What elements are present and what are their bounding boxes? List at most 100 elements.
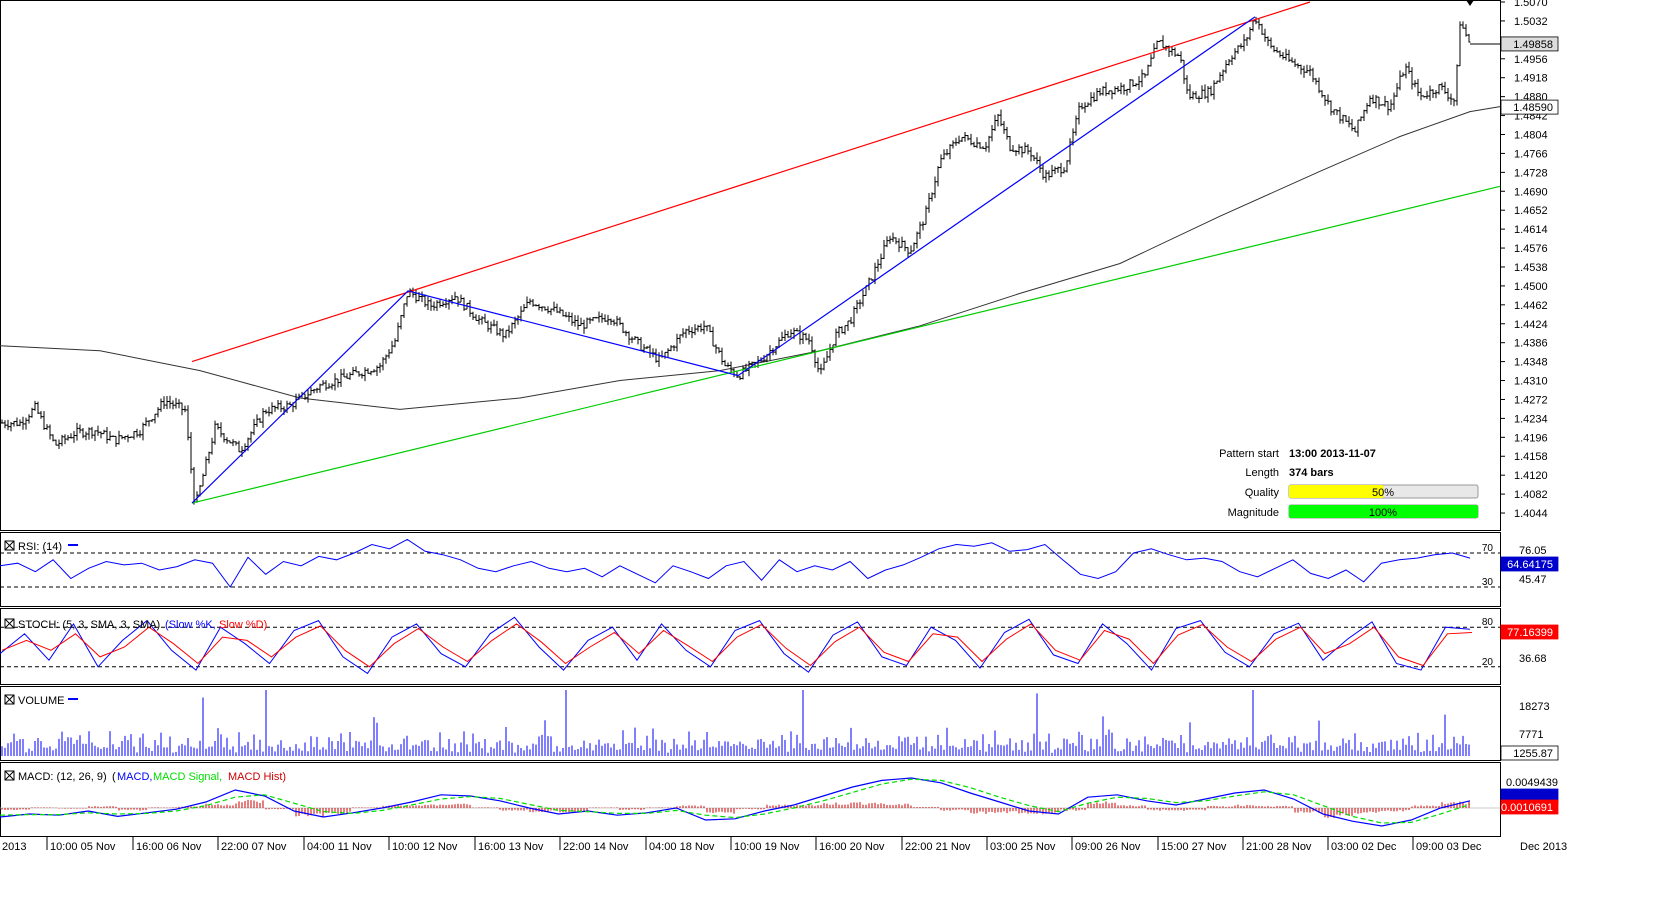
price-tick-label: 1.4690 [1514,186,1548,198]
rsi-tick: 76.05 [1519,545,1547,557]
info-label: Length [1245,467,1279,479]
price-tag-0-box [1500,36,1559,52]
price-tick-label: 1.4348 [1514,357,1548,369]
stoch-level-label: 80 [1482,617,1494,628]
time-tick-label: 04:00 11 Nov [307,841,372,853]
rsi-line [0,538,1471,588]
price-tick-label: 1.4272 [1514,394,1548,406]
stoch-line-1 [1,623,1473,668]
panel-close-icon-x2 [4,618,15,629]
info-label: Quality [1245,487,1280,499]
stoch-line-0 [0,616,1471,675]
macd-legend-macd: MACD, [117,771,152,783]
price-tag-0: 1.49858 [1513,39,1553,51]
rsi-level-label: 70 [1482,543,1494,554]
time-tick-label: 04:00 18 Nov [649,841,715,853]
panel-title: STOCH: (5, 3, SMA, 3, SMA) [18,619,160,631]
time-tick-label: 21:00 28 Nov [1246,841,1312,853]
stoch-layer: 80 20 36.68 77.16399 STOCH: (5, 3, SMA, 3, S… [0,616,1559,675]
time-tick-label: 22:00 07 Nov [221,841,287,853]
price-tick-label: 1.4576 [1514,243,1548,255]
info-value: 374 bars [1289,467,1334,479]
trendline-1 [191,185,1501,504]
price-tick-label: 1.4196 [1514,432,1548,444]
price-tag-1: 1.48590 [1513,102,1553,114]
time-tick-label: 09:00 03 Dec [1416,841,1482,853]
stoch-legend-k: (Slow %K, [165,619,216,631]
price-tag-1-box [1500,99,1559,115]
macd-line-0 [0,777,1471,827]
time-tick-label: 15:00 27 Nov [1161,841,1227,853]
price-tick-label: 1.4538 [1514,262,1548,274]
price-tick-label: 1.4766 [1514,148,1548,160]
price-tick-label: 1.4500 [1514,281,1548,293]
trendline-0 [191,1,1311,363]
stoch-value-tag-box [1500,624,1559,640]
stoch-legend-d: Slow %D) [219,619,267,631]
volume-tick: 7771 [1519,729,1543,741]
price-tick-label: 1.4158 [1514,451,1548,463]
stoch-tick: 36.68 [1519,653,1547,665]
time-tick-label: Dec 2013 [1520,841,1567,853]
macd-legend-signal: MACD Signal, [153,771,222,783]
rsi-value-tag-box [1500,556,1559,572]
top-marker-icon [1466,0,1474,6]
info-label: Magnitude [1228,507,1279,519]
price-tick-label: 1.4424 [1514,319,1548,331]
rsi-tick: 45.47 [1519,574,1547,586]
time-tick-label: 16:00 06 Nov [136,841,202,853]
info-value: 13:00 2013-11-07 [1289,448,1376,460]
volume-value-tag-box [1500,745,1559,761]
time-tick-label: 22:00 14 Nov [563,841,629,853]
info-bar-fill [1289,485,1384,498]
macd-legend-hist: MACD Hist) [228,771,286,783]
volume-panel [0,686,1501,761]
price-tick-label: 1.4234 [1514,413,1548,425]
info-bar-fill [1289,505,1478,518]
price-tick-label: 1.5032 [1514,16,1548,28]
info-bar-value: 100% [1369,507,1397,519]
time-tick-label: 10:00 12 Nov [392,841,458,853]
panel-close-icon-x2 [4,694,15,705]
time-tick-label: 16:00 13 Nov [478,841,544,853]
price-tick-label: 1.4652 [1514,205,1548,217]
time-tick-label: 10:00 05 Nov [50,841,116,853]
info-label: Pattern start [1219,448,1279,460]
time-tick-label: 16:00 20 Nov [819,841,885,853]
rsi-panel [0,532,1501,607]
time-axis: 2013 10:00 05 Nov 16:00 06 Nov 22:00 07 Nov… [2,837,1567,853]
stoch-panel [0,608,1501,685]
time-tick-label: 2013 [2,841,26,853]
info-bar-value: 50% [1372,487,1394,499]
macd-value-tag: 0.0010691 [1501,802,1553,814]
time-tick-label: 22:00 21 Nov [905,841,971,853]
price-tick-label: 1.4044 [1514,508,1548,520]
macd-panel [0,762,1501,837]
stoch-value-tag: 77.16399 [1507,627,1553,639]
price-tick-label: 1.4804 [1514,129,1548,141]
price-tick-label: 1.4728 [1514,167,1548,179]
macd-line-1 [0,778,1471,824]
macd-tick: 0.0049439 [1506,777,1558,789]
macd-legend-open: ( [112,771,116,783]
price-layer [0,0,1501,505]
panel-close-icon-x2 [4,770,15,781]
volume-value-tag: 1255.87 [1513,748,1553,760]
panel-title: MACD: (12, 26, 9) [18,771,107,783]
price-tick-label: 1.4918 [1514,73,1548,85]
time-tick-label: 10:00 19 Nov [734,841,800,853]
price-tick-label: 1.4310 [1514,376,1548,388]
panel-close-icon-x2 [4,540,15,551]
volume-layer: 18273 7771 1255.87 VOLUME [1,690,1559,761]
price-tick-label: 1.4120 [1514,470,1548,482]
price-tick-label: 1.4614 [1514,224,1548,236]
price-tick-label: 1.4386 [1514,338,1548,350]
volume-tick: 18273 [1519,701,1550,713]
macd-value-tag-box [1500,799,1559,815]
panel-title: RSI: (14) [18,541,62,553]
price-tick-label: 1.4082 [1514,489,1548,501]
stoch-level-label: 20 [1482,657,1494,668]
time-tick-label: 03:00 02 Dec [1331,841,1397,853]
